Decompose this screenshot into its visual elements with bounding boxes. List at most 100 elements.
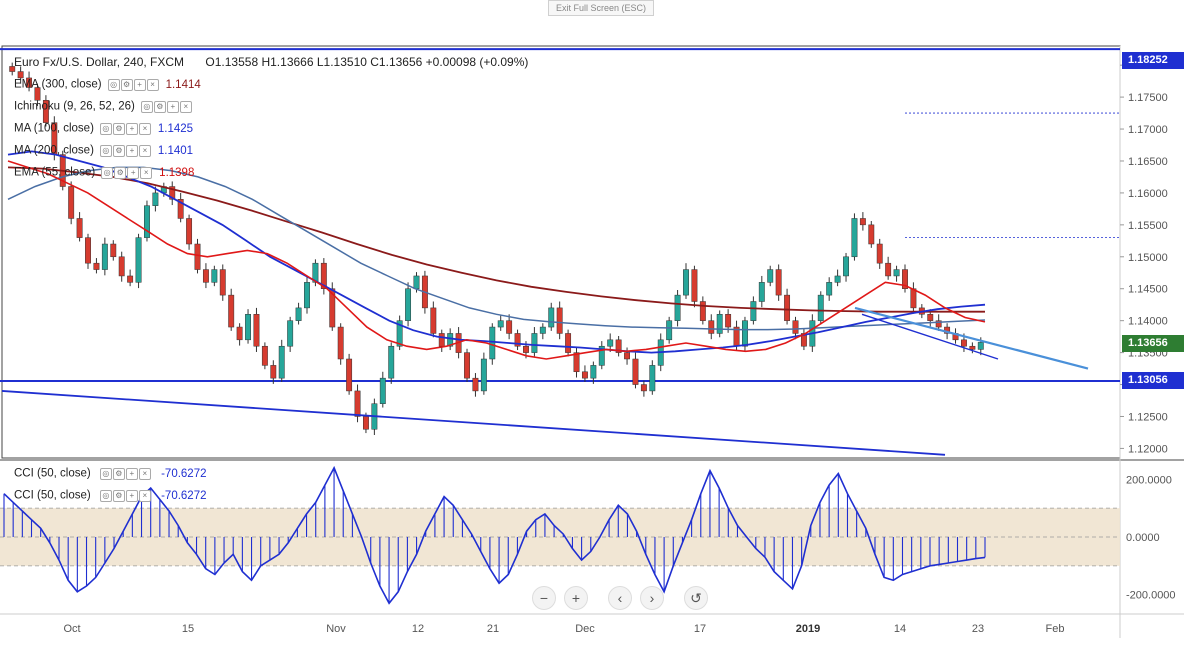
candle-body (219, 269, 226, 296)
indicator-legend-4[interactable]: EMA (55, close) ◎ ⚙ + × 1.1398 (14, 166, 194, 179)
long-trendline (1, 390, 946, 456)
candle-body (17, 71, 24, 79)
candle-body (118, 256, 125, 277)
candle-body (312, 262, 319, 283)
ma200-line (7, 166, 986, 331)
candle-body (699, 301, 706, 321)
legend-buttons[interactable]: ◎ ⚙ + × (99, 122, 152, 135)
indicator-value: 1.1401 (157, 144, 194, 157)
candle-body (758, 282, 765, 302)
symbol-title[interactable]: Euro Fx/U.S. Dollar, 240, FXCM (14, 55, 185, 69)
candle-body (607, 339, 614, 347)
candle-body (379, 377, 386, 404)
candle-body (144, 205, 150, 238)
indicator-legend-1[interactable]: Ichimoku (9, 26, 52, 26) ◎ ⚙ + × (14, 100, 199, 113)
candle-body (876, 243, 883, 264)
candle-body (413, 275, 420, 289)
indicator-legend-0[interactable]: EMA (300, close) ◎ ⚙ + × 1.1414 (14, 78, 201, 91)
candle-body (480, 358, 487, 392)
candle-body (278, 345, 285, 379)
cci-line (3, 465, 986, 605)
candle-body (573, 352, 580, 373)
indicator-label: MA (100, close) (14, 122, 94, 135)
candle-body (935, 320, 942, 328)
ema300-line (7, 166, 985, 313)
legend-buttons[interactable]: ◎ ⚙ + × (99, 489, 152, 502)
candle-body (531, 333, 538, 353)
exit-fullscreen-button[interactable]: Exit Full Screen (ESC) (548, 0, 654, 16)
legend-buttons[interactable]: ◎ ⚙ + × (101, 166, 153, 179)
candle-body (565, 333, 572, 353)
candle-body (464, 352, 470, 379)
zoom-out-button[interactable]: − (532, 586, 556, 610)
candle-body (624, 352, 630, 360)
price-tick-label: 1.14500 (1128, 284, 1168, 296)
cci-tick-label: 0.0000 (1126, 532, 1160, 544)
indicator-value: 1.1425 (157, 122, 194, 135)
candle-body (186, 218, 193, 245)
ohlc-open: O1.13558 (205, 55, 259, 69)
candle-body (430, 307, 437, 334)
candle-body (649, 365, 656, 392)
candle-body (725, 314, 732, 328)
candle-body (523, 345, 529, 353)
legend-buttons[interactable]: ◎ ⚙ + × (107, 78, 160, 91)
indicator-value: 1.1414 (165, 78, 201, 91)
price-tick-label: 1.17000 (1128, 124, 1168, 136)
candle-body (632, 358, 639, 385)
legend-buttons[interactable]: ◎ ⚙ + × (140, 100, 193, 113)
ema55-line (7, 160, 986, 360)
ohlc-low: L1.13510 (316, 55, 367, 69)
candle-body (615, 339, 622, 353)
price-tick-label: 1.15500 (1128, 220, 1168, 232)
candle-body (329, 288, 336, 328)
candle-body (85, 237, 91, 264)
candle-body (859, 218, 866, 226)
candle-body (270, 365, 277, 379)
candle-body (868, 224, 875, 245)
price-tick-label: 1.12000 (1128, 443, 1168, 455)
candle-body (902, 269, 908, 289)
candle-body (716, 314, 723, 334)
legend-buttons[interactable]: ◎ ⚙ + × (99, 144, 152, 157)
candle-body (211, 269, 218, 283)
symbol-header: Euro Fx/U.S. Dollar, 240, FXCM O1.13558 … (14, 55, 528, 69)
channel-trendline (861, 313, 999, 360)
candle-body (581, 371, 588, 379)
indicator-value: 1.1398 (159, 166, 195, 179)
candle-body (691, 269, 698, 302)
zoom-in-button[interactable]: + (564, 586, 588, 610)
cci-legend-1[interactable]: CCI (50, close) ◎ ⚙ + × -70.6272 (14, 467, 207, 480)
x-tick-label: 15 (182, 623, 194, 635)
candle-body (539, 326, 546, 334)
candle-body (767, 269, 774, 283)
x-tick-label: Feb (1046, 623, 1065, 635)
candle-body (295, 307, 302, 321)
candle-body (775, 269, 782, 296)
indicator-label: EMA (55, close) (14, 166, 96, 179)
top-level-badge: 1.18252 (1122, 52, 1184, 69)
candle-body (438, 333, 445, 347)
indicator-legend-3[interactable]: MA (200, close) ◎ ⚙ + × 1.1401 (14, 144, 193, 157)
candle-body (253, 314, 260, 347)
cci-legend-2[interactable]: CCI (50, close) ◎ ⚙ + × -70.6272 (14, 489, 207, 502)
candle-body (817, 294, 824, 321)
scroll-back-button[interactable]: ‹ (608, 586, 632, 610)
legend-buttons[interactable]: ◎ ⚙ + × (99, 467, 152, 480)
candle-body (354, 390, 361, 417)
candle-body (960, 339, 967, 347)
candle-body (969, 345, 976, 350)
reset-view-button[interactable]: ↺ (684, 586, 708, 610)
candle-body (742, 320, 748, 347)
candle-body (497, 320, 504, 328)
candle-body (194, 243, 201, 270)
indicator-label: EMA (300, close) (14, 78, 102, 91)
candle-body (42, 100, 49, 123)
price-tick-label: 1.15000 (1128, 252, 1168, 264)
candle-body (363, 416, 369, 430)
indicator-legend-2[interactable]: MA (100, close) ◎ ⚙ + × 1.1425 (14, 122, 193, 135)
candle-body (834, 275, 841, 283)
candle-body (472, 377, 479, 392)
scroll-forward-button[interactable]: › (640, 586, 664, 610)
